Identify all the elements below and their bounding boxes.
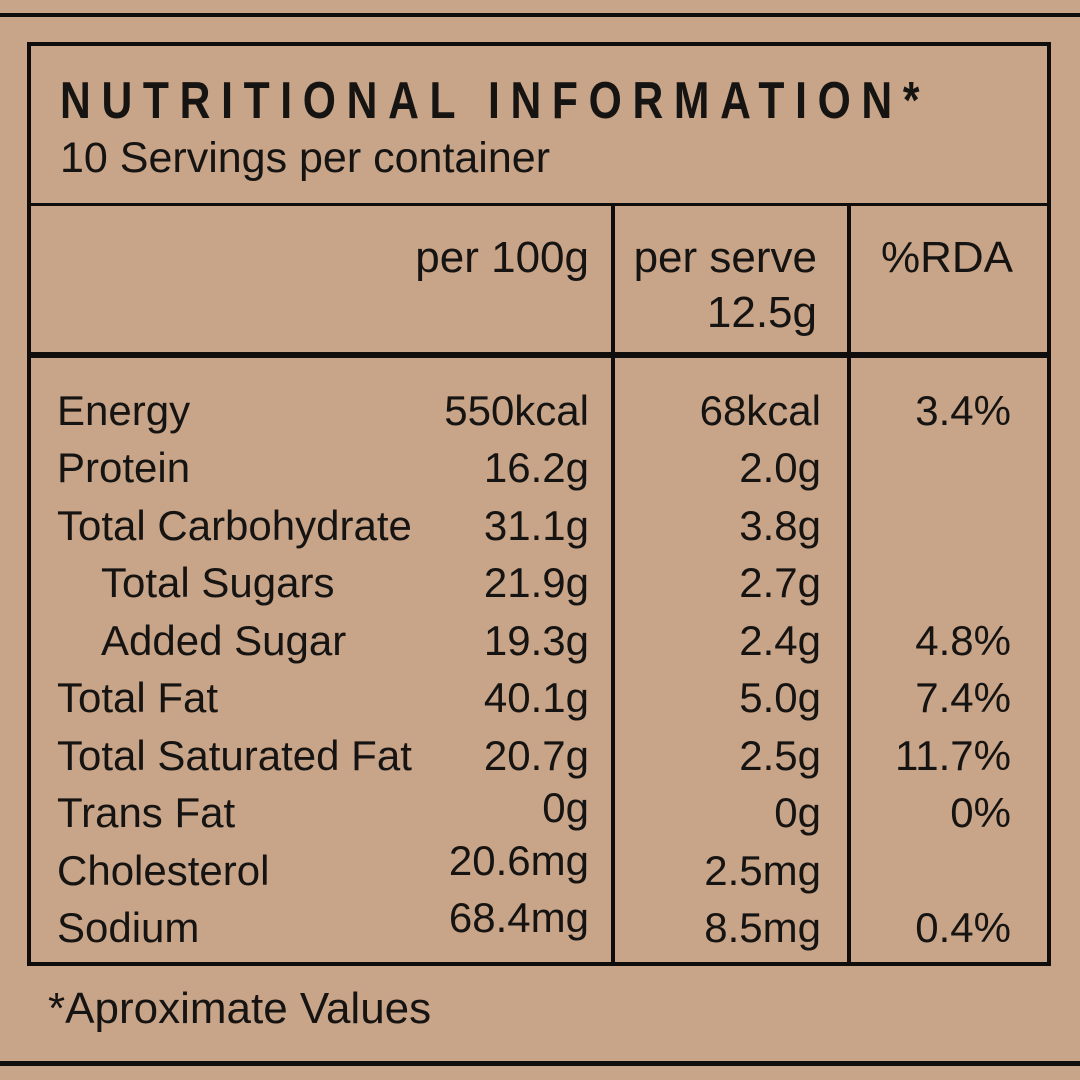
outer-frame-top-line [0, 13, 1080, 17]
table-row: Total Sugars 21.9g 2.7g [31, 555, 1047, 613]
per-serve-cell: 2.5mg [611, 847, 847, 895]
rda-cell: 7.4% [847, 674, 1047, 722]
rda-cell: 0.4% [847, 904, 1047, 952]
per-100g-value: 0g [542, 784, 589, 832]
title-divider-line [31, 203, 1047, 206]
per-serve-label: per serve [633, 233, 817, 282]
nutrient-cell: Total Fat 40.1g [31, 674, 611, 722]
nutrient-name: Total Saturated Fat [57, 731, 412, 779]
per-100g-value: 550kcal [444, 386, 589, 434]
rda-cell: 11.7% [847, 732, 1047, 780]
per-100g-value: 21.9g [483, 559, 589, 607]
rda-value: 11.7% [895, 731, 1011, 779]
per-serve-weight: 12.5g [706, 288, 817, 337]
per-100g-value: 20.6mg [448, 836, 589, 884]
table-row: Protein 16.2g 2.0g [31, 440, 1047, 498]
rda-value: 4.8% [915, 616, 1011, 664]
per-100g-value: 16.2g [483, 444, 589, 492]
per-serve-value: 68kcal [699, 386, 821, 434]
nutrient-name: Total Carbohydrate [57, 501, 412, 549]
nutrient-name: Energy [57, 386, 191, 434]
per-serve-value: 3.8g [739, 501, 821, 549]
table-body: Energy 550kcal 68kcal 3.4% Protein 16.2g… [31, 358, 1047, 957]
column-header-per-serve: per serve 12.5g [611, 206, 847, 352]
table-header-row: per 100g per serve 12.5g %RDA [31, 206, 1047, 352]
per-100g-value: 31.1g [483, 501, 589, 549]
column-divider-2 [847, 206, 851, 962]
table-row: Total Fat 40.1g 5.0g 7.4% [31, 670, 1047, 728]
column-divider-1 [611, 206, 615, 962]
table-row: Cholesterol 20.6mg 2.5mg [31, 837, 1047, 900]
table-row: Sodium 68.4mg 8.5mg 0.4% [31, 894, 1047, 958]
nutrition-panel: NUTRITIONAL INFORMATION* 10 Servings per… [27, 42, 1051, 966]
table-row: Trans Fat 0g 0g 0% [31, 784, 1047, 843]
table-row: Total Carbohydrate 31.1g 3.8g [31, 497, 1047, 555]
per-serve-cell: 68kcal [611, 387, 847, 435]
column-header-per-100g: per 100g [415, 233, 589, 282]
per-serve-cell: 2.5g [611, 732, 847, 780]
per-serve-cell: 3.8g [611, 502, 847, 550]
nutrient-name: Cholesterol [57, 846, 270, 894]
per-100g-value: 19.3g [483, 616, 589, 664]
per-serve-value: 2.7g [739, 559, 821, 607]
per-serve-cell: 0g [611, 789, 847, 837]
nutrient-cell: Protein 16.2g [31, 444, 611, 492]
per-serve-cell: 8.5mg [611, 904, 847, 952]
nutrient-cell: Total Carbohydrate 31.1g [31, 502, 611, 550]
nutrient-name: Total Fat [57, 674, 219, 722]
nutrient-name: Added Sugar [101, 616, 347, 664]
rda-value: 3.4% [915, 386, 1011, 434]
nutrient-cell: Total Saturated Fat 20.7g [31, 732, 611, 780]
per-serve-cell: 2.4g [611, 617, 847, 665]
panel-title: NUTRITIONAL INFORMATION* [60, 72, 931, 130]
per-serve-value: 8.5mg [704, 904, 821, 952]
nutrient-name: Sodium [57, 904, 200, 952]
servings-per-container: 10 Servings per container [60, 134, 551, 183]
nutrient-cell: Sodium 68.4mg [31, 894, 611, 952]
nutrition-table: per 100g per serve 12.5g %RDA Energy 550… [31, 206, 1047, 962]
per-serve-cell: 2.7g [611, 559, 847, 607]
nutrient-cell: Energy 550kcal [31, 387, 611, 435]
per-serve-value: 2.4g [739, 616, 821, 664]
header-divider-line [31, 352, 1047, 358]
rda-cell: 0% [847, 789, 1047, 837]
nutrient-cell: Added Sugar 19.3g [31, 617, 611, 665]
per-serve-cell: 5.0g [611, 674, 847, 722]
rda-cell: 4.8% [847, 617, 1047, 665]
per-100g-value: 40.1g [483, 674, 589, 722]
table-row: Energy 550kcal 68kcal 3.4% [31, 382, 1047, 440]
column-header-rda: %RDA [880, 233, 1014, 282]
per-100g-value: 68.4mg [448, 894, 589, 942]
nutrient-cell: Cholesterol 20.6mg [31, 837, 611, 895]
panel-title-section: NUTRITIONAL INFORMATION* 10 Servings per… [31, 46, 1047, 203]
approximate-values-note: *Aproximate Values [48, 984, 432, 1033]
nutrient-name: Trans Fat [57, 789, 236, 837]
rda-cell: 3.4% [847, 387, 1047, 435]
nutrient-cell: Total Sugars 21.9g [31, 559, 611, 607]
per-serve-value: 0g [774, 789, 821, 837]
rda-value: 7.4% [915, 674, 1011, 722]
table-row: Added Sugar 19.3g 2.4g 4.8% [31, 612, 1047, 670]
rda-value: 0% [950, 789, 1011, 837]
per-serve-cell: 2.0g [611, 444, 847, 492]
per-serve-value: 5.0g [739, 674, 821, 722]
per-100g-value: 20.7g [483, 731, 589, 779]
nutrient-name: Protein [57, 444, 191, 492]
per-serve-value: 2.5mg [704, 846, 821, 894]
outer-frame-bottom-line [0, 1061, 1080, 1066]
table-row: Total Saturated Fat 20.7g 2.5g 11.7% [31, 727, 1047, 785]
nutrient-cell: Trans Fat 0g [31, 784, 611, 837]
nutrient-name: Total Sugars [101, 559, 335, 607]
per-serve-value: 2.5g [739, 731, 821, 779]
rda-value: 0.4% [915, 904, 1011, 952]
per-serve-value: 2.0g [739, 444, 821, 492]
